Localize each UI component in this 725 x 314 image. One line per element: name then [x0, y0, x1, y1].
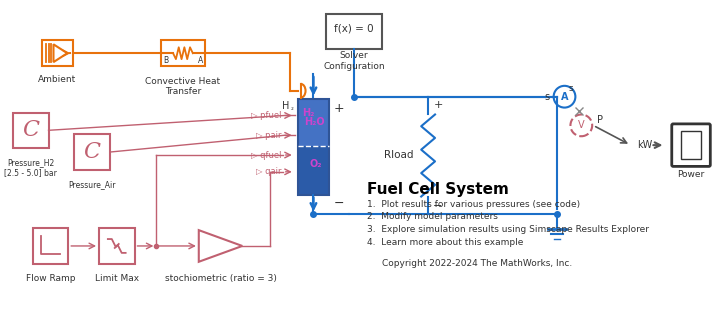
Text: s: s: [568, 84, 573, 93]
Text: H: H: [282, 101, 289, 111]
Text: −: −: [334, 197, 344, 210]
Text: C: C: [83, 141, 101, 163]
Text: Solver
Configuration: Solver Configuration: [323, 51, 385, 71]
Text: ₂: ₂: [291, 105, 294, 111]
Text: Convective Heat
Transfer: Convective Heat Transfer: [146, 77, 220, 96]
Text: s: s: [544, 92, 550, 102]
Text: ▷ pair: ▷ pair: [257, 131, 282, 140]
Text: 1.  Plot results for various pressures (see code): 1. Plot results for various pressures (s…: [367, 199, 580, 208]
Text: V: V: [578, 120, 584, 130]
Text: Fuel Cell System: Fuel Cell System: [367, 182, 509, 197]
Text: +: +: [334, 102, 344, 115]
FancyBboxPatch shape: [298, 146, 329, 195]
Text: C: C: [22, 119, 39, 141]
Text: Pressure_H2
[2.5 - 5.0] bar: Pressure_H2 [2.5 - 5.0] bar: [4, 158, 57, 177]
Text: Copyright 2022-2024 The MathWorks, Inc.: Copyright 2022-2024 The MathWorks, Inc.: [381, 259, 572, 268]
Text: A: A: [560, 92, 568, 102]
Text: H₂: H₂: [302, 107, 315, 117]
Text: Limit Max: Limit Max: [95, 273, 138, 283]
Text: O₂: O₂: [309, 159, 322, 169]
Text: Pressure_Air: Pressure_Air: [68, 180, 116, 189]
Text: ▷ qair: ▷ qair: [257, 167, 282, 176]
Text: 2.  Modify model parameters: 2. Modify model parameters: [367, 212, 497, 221]
Text: Ambient: Ambient: [38, 75, 77, 84]
Text: f(x) = 0: f(x) = 0: [334, 24, 374, 34]
Text: kW: kW: [637, 140, 652, 150]
Text: H₂O: H₂O: [304, 117, 325, 127]
Text: 3.  Explore simulation results using Simscape Results Explorer: 3. Explore simulation results using Sims…: [367, 225, 649, 234]
Text: −: −: [434, 201, 443, 211]
Text: Flow Ramp: Flow Ramp: [26, 273, 75, 283]
Text: Rload: Rload: [384, 150, 413, 160]
Text: +: +: [434, 100, 443, 110]
Text: A: A: [197, 56, 203, 65]
Text: stochiometric (ratio = 3): stochiometric (ratio = 3): [165, 273, 276, 283]
Text: Power: Power: [677, 170, 705, 179]
Text: 4.  Learn more about this example: 4. Learn more about this example: [367, 238, 523, 247]
FancyBboxPatch shape: [298, 99, 329, 146]
Text: ▷ qfuel: ▷ qfuel: [252, 150, 282, 160]
Text: ▷ pfuel: ▷ pfuel: [252, 111, 282, 120]
Text: P: P: [597, 116, 603, 125]
Text: B: B: [163, 56, 168, 65]
